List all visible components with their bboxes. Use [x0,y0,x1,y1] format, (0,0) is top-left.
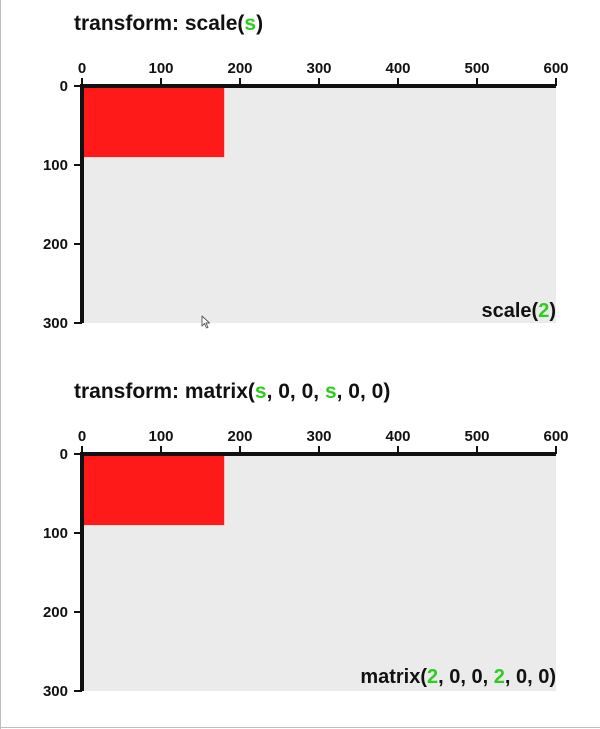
text-segment: ) [549,300,556,322]
panel-title: transform: matrix(s, 0, 0, s, 0, 0) [74,380,390,404]
scaled-red-box [82,86,225,158]
highlighted-value: s [254,380,267,403]
x-tick-label: 200 [227,60,252,77]
y-tick-label: 200 [43,236,68,253]
x-tick-label: 600 [543,60,568,77]
highlighted-value: s [244,12,257,35]
y-tick-label: 200 [43,604,68,621]
y-tick-label: 300 [43,683,68,700]
highlighted-value: 2 [427,666,439,688]
x-tick-label: 300 [306,60,331,77]
mouse-pointer-icon [201,315,210,329]
text-segment: , 0, 0) [336,380,391,403]
y-tick-label: 300 [43,315,68,332]
text-segment: ) [256,12,264,35]
y-tick-label: 0 [60,446,68,463]
y-tick-label: 100 [43,157,68,174]
y-tick-label: 0 [60,78,68,95]
window-bottom-border [0,727,600,728]
x-tick-label: 500 [464,60,489,77]
panel-title: transform: scale(s) [74,12,263,36]
y-tick-label: 100 [43,525,68,542]
highlighted-value: s [324,380,337,403]
text-segment: , 0, 0, [266,380,325,403]
highlighted-value: 2 [538,300,550,322]
text-segment: , 0, 0) [504,666,556,688]
highlighted-value: 2 [493,666,505,688]
x-tick-label: 100 [148,428,173,445]
title-prefix: transform: matrix( [74,380,255,403]
text-segment: matrix( [360,666,428,688]
x-tick-label: 400 [385,60,410,77]
x-tick-label: 0 [78,428,86,445]
x-tick-label: 300 [306,428,331,445]
x-tick-label: 200 [227,428,252,445]
coordinate-plot: 0 100 200 300 400 500 600 0 100 200 300 [43,428,569,700]
window-left-border [0,0,1,729]
matrix-panel: transform: matrix(s, 0, 0, s, 0, 0) 0 100… [0,380,600,710]
x-tick-label: 400 [385,428,410,445]
x-tick-label: 100 [148,60,173,77]
title-parts: s, 0, 0, s, 0, 0) [255,380,390,403]
x-tick-label: 0 [78,60,86,77]
scale-value-label: scale(2) [481,300,556,323]
text-segment: , 0, 0, [438,666,494,688]
x-tick-label: 600 [543,428,568,445]
scaled-red-box [82,454,225,526]
scale-panel: transform: scale(s) 0 100 200 300 400 500 600 0… [0,12,600,342]
x-tick-label: 500 [464,428,489,445]
coordinate-plot: 0 100 200 300 400 500 600 0 100 200 300 [43,60,569,332]
title-parts: s) [244,12,263,35]
text-segment: scale( [481,300,539,322]
title-prefix: transform: scale( [74,12,245,35]
matrix-value-label: matrix(2, 0, 0, 2, 0, 0) [360,666,556,689]
